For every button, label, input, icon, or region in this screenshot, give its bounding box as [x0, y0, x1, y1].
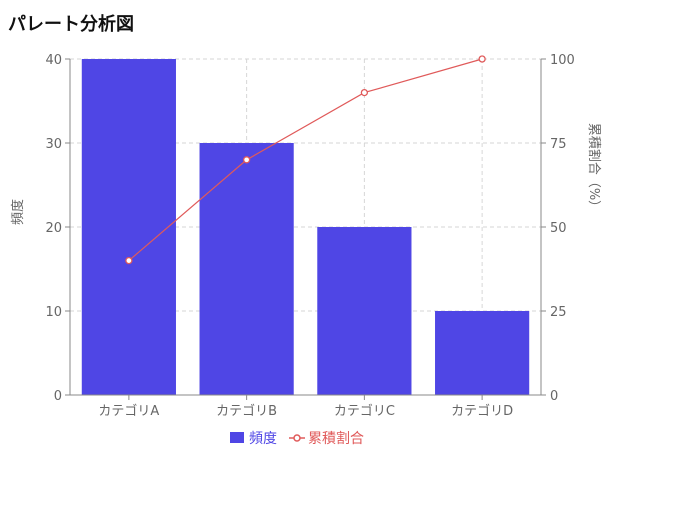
- y-tick-label-right: 0: [550, 389, 558, 404]
- legend-label-line[interactable]: 累積割合: [308, 430, 364, 447]
- legend-swatch-line-marker: [293, 434, 301, 442]
- cumulative-line: [128, 58, 483, 262]
- tick-labels: 0 10 20 30 40 0 25 50 75 100 カテゴリA カテゴリB カテゴリC カテゴリD: [45, 53, 574, 419]
- legend: 頻度 累積割合: [230, 430, 364, 447]
- y-tick-label-right: 75: [550, 137, 567, 152]
- x-tick-label: カテゴリA: [98, 403, 159, 419]
- y-tick-label-right: 100: [550, 53, 575, 68]
- legend-swatch-bar[interactable]: [230, 432, 244, 443]
- x-tick-label: カテゴリC: [334, 403, 395, 419]
- legend-label-bar[interactable]: 頻度: [249, 431, 277, 447]
- y-tick-label-left: 10: [45, 305, 62, 320]
- y-tick-label-left: 20: [45, 221, 62, 236]
- y-tick-label-right: 50: [550, 221, 567, 236]
- y-tick-label-left: 30: [45, 137, 62, 152]
- line-series: [125, 55, 486, 265]
- line-point[interactable]: [360, 88, 369, 97]
- line-point[interactable]: [478, 55, 486, 63]
- bar[interactable]: [199, 143, 294, 395]
- line-point[interactable]: [242, 156, 251, 164]
- y-axis-title-right: 累積割合（%）: [586, 123, 602, 213]
- bar[interactable]: [317, 227, 412, 395]
- chart-title: パレート分析図: [8, 14, 134, 35]
- y-tick-label-right: 25: [550, 305, 567, 320]
- axes: [65, 58, 546, 400]
- x-tick-label: カテゴリB: [216, 403, 277, 419]
- bar[interactable]: [81, 59, 176, 395]
- bar-series: [81, 59, 530, 395]
- y-axis-title-left: 頻度: [10, 199, 26, 225]
- y-tick-label-left: 40: [45, 53, 62, 68]
- line-point[interactable]: [125, 256, 133, 265]
- x-tick-label: カテゴリD: [451, 403, 513, 419]
- y-tick-label-left: 0: [54, 389, 62, 404]
- bar[interactable]: [435, 311, 530, 395]
